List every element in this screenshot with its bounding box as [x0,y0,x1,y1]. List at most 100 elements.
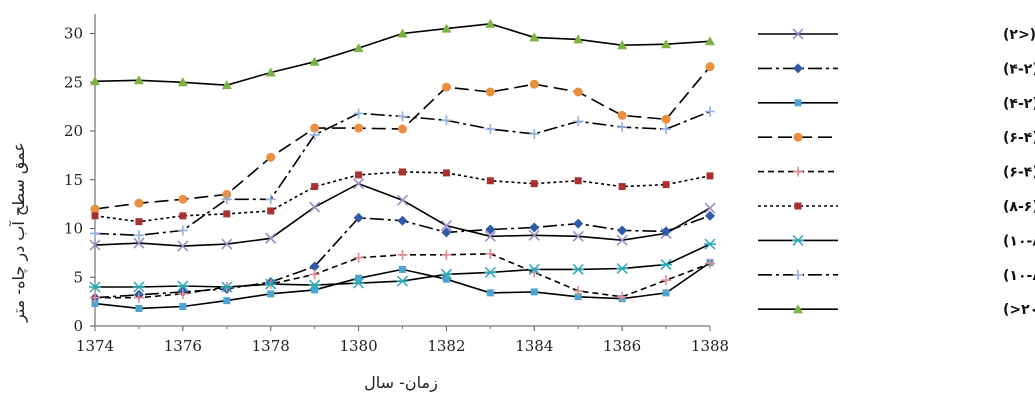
data-point [572,263,585,275]
data-point [352,277,365,289]
data-point [396,275,409,287]
data-point [574,177,582,185]
data-point [705,62,715,72]
y-tick-label: 25 [64,73,83,91]
series-6 [89,238,716,293]
legend-marker [793,132,803,142]
data-point [485,224,496,235]
x-tick-label: 1376 [164,337,202,355]
data-point [617,40,628,50]
legend-label: مزرعه گوشت (۴-۶) [1003,164,1035,181]
legend-label: رحیم آباد (۶-۸) [1003,197,1035,215]
series-8 [90,18,715,90]
data-point [618,183,626,191]
data-point [266,152,276,162]
data-point [176,280,189,292]
data-point [573,87,583,97]
legend-item: رحیم آباد (۶-۸) [758,197,1035,215]
data-point [132,281,145,293]
data-point [91,300,99,308]
data-point [661,124,672,135]
x-tick-label: 1380 [339,337,377,355]
data-point [617,291,628,302]
data-point [221,238,233,250]
legend-marker [792,28,804,40]
data-point [223,210,231,218]
data-point [617,122,628,133]
data-point [353,252,364,263]
data-point [484,266,497,278]
legend-marker [792,234,804,246]
data-point [311,183,319,191]
data-point [529,79,539,89]
data-point [485,87,495,97]
data-point [397,111,408,122]
y-tick-label: 30 [64,25,83,43]
data-point [267,290,275,298]
y-tick-label: 20 [64,122,83,140]
data-point [177,288,188,299]
data-point [397,215,408,226]
data-point [705,258,715,269]
data-point [573,34,584,44]
data-point [441,82,451,92]
data-point [355,274,363,282]
data-point [265,194,276,205]
data-point [705,210,715,221]
data-point [223,297,231,305]
series-line [94,66,711,210]
legend-item: شاه طور (۲-۴) [758,96,1035,112]
data-point [572,230,584,242]
y-tick-label: 10 [64,220,83,238]
data-point [309,56,320,66]
data-point [221,194,232,205]
x-tick-label: 1384 [515,337,553,355]
data-point [220,281,233,293]
data-point [133,230,144,241]
data-point [134,198,144,208]
data-point [265,232,277,244]
data-point [133,237,145,249]
data-point [441,249,452,260]
series-5 [91,168,714,226]
data-point [706,172,714,180]
data-point [309,129,320,140]
data-point [178,194,188,204]
data-point [309,261,320,272]
data-point [485,18,496,28]
data-point [660,259,673,271]
legend-item: قهجاورستان (۲۰<) [758,302,1035,318]
data-point [528,263,541,275]
legend-item: شمال فساران (۸-۱۰) [758,233,1035,249]
data-point [617,225,628,236]
data-point [264,278,277,290]
data-point [310,123,320,133]
data-point [90,204,100,214]
legend-item: مزرعه گوشت (۴-۶) [758,164,1035,181]
data-point [661,275,672,286]
y-tick-label: 15 [64,171,83,189]
axes: 0 5 10 15 20 25 30 1374 1376 1378 1380 1382 1384 1386… [64,14,729,355]
legend-label: شیدان براآن (۴-۶) [1003,128,1035,146]
data-point [616,234,628,246]
data-point [397,28,408,38]
data-point [662,289,670,297]
legend-marker [793,166,803,177]
data-point [704,202,716,214]
legend-marker [794,99,802,107]
x-tick-label: 1388 [691,337,729,355]
data-point [91,212,99,220]
x-tick-label: 1374 [76,337,114,355]
legend-label: قهجاورستان (۲۰<) [1003,302,1035,318]
data-point [442,169,450,177]
data-point [396,194,409,206]
legend-marker [793,304,803,314]
legend-item: امین آباد (۸-۱۰) [758,266,1035,284]
data-point [398,124,407,134]
data-point [309,269,320,280]
data-point [661,226,672,237]
data-point [573,116,584,127]
data-point [486,177,494,185]
data-point [133,292,144,303]
data-point [484,230,496,242]
